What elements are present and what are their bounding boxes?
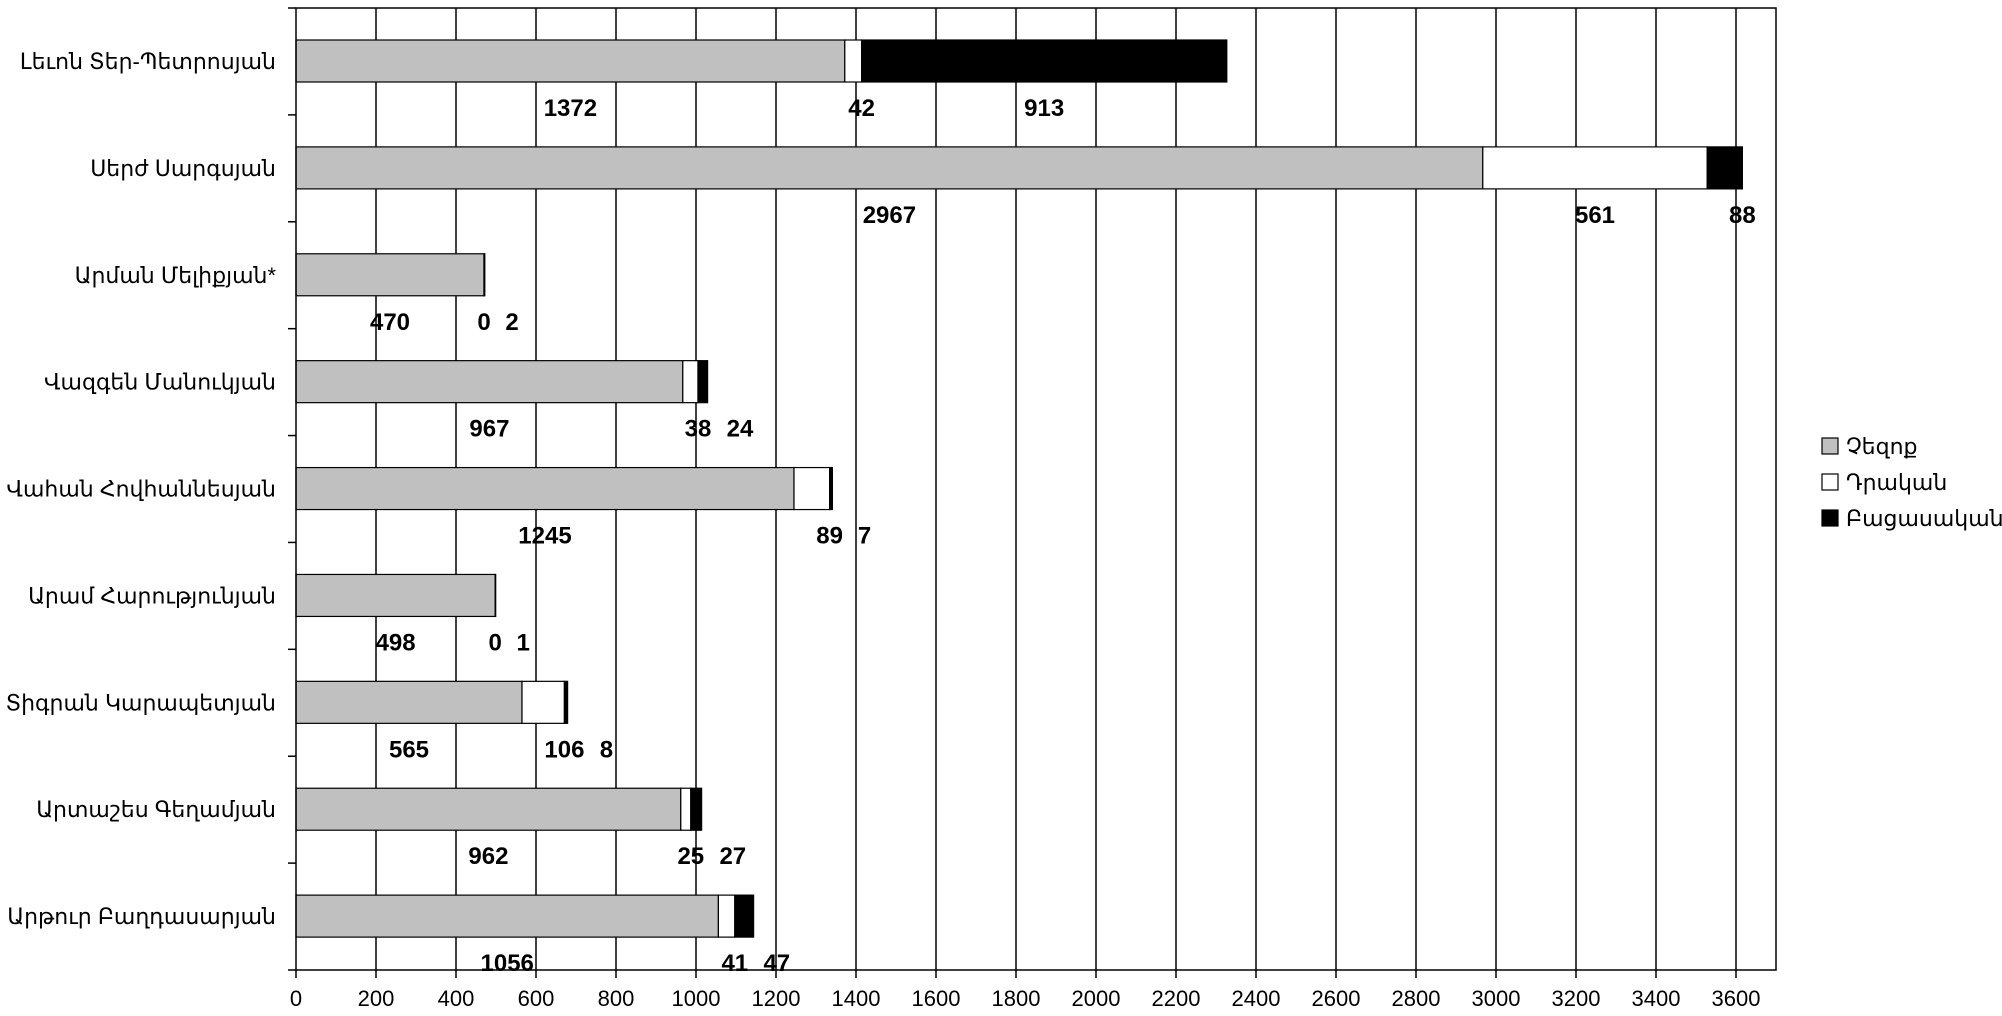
data-label: 38 <box>685 416 712 443</box>
bar-segment <box>295 573 496 618</box>
bar-segment <box>1482 146 1708 190</box>
data-label: 0 <box>477 309 490 336</box>
bar-segment <box>494 573 497 618</box>
bar-segment <box>295 253 485 297</box>
data-label: 470 <box>370 309 410 336</box>
x-tick-label: 2600 <box>1312 986 1361 1011</box>
bar-segment <box>295 787 682 831</box>
data-label: 962 <box>468 843 508 870</box>
data-label: 47 <box>763 950 790 977</box>
x-tick-label: 1600 <box>912 986 961 1011</box>
data-label: 89 <box>816 523 843 550</box>
x-tick-label: 2000 <box>1072 986 1121 1011</box>
data-label: 27 <box>719 843 746 870</box>
data-label: 0 <box>489 629 502 656</box>
data-label: 498 <box>376 629 416 656</box>
bar-segment <box>828 466 833 511</box>
x-tick-label: 3600 <box>1712 986 1761 1011</box>
data-label: 565 <box>389 736 429 763</box>
x-tick-label: 0 <box>290 986 302 1011</box>
data-label: 1372 <box>544 95 597 122</box>
x-tick-label: 1400 <box>832 986 881 1011</box>
data-label: 25 <box>677 843 704 870</box>
bar-segment <box>734 894 755 938</box>
bar-segment <box>295 360 684 404</box>
data-label: 41 <box>721 950 748 977</box>
data-label: 7 <box>858 523 871 550</box>
bar-segment <box>563 680 569 724</box>
x-tick-label: 400 <box>438 986 475 1011</box>
bar-segment <box>844 39 863 83</box>
data-label: 1245 <box>518 523 571 550</box>
bar-segment <box>690 787 703 831</box>
bars-layer <box>295 39 1743 938</box>
data-label: 561 <box>1575 202 1615 229</box>
x-tick-label: 3400 <box>1632 986 1681 1011</box>
data-label: 913 <box>1024 95 1064 122</box>
legend-swatch <box>1821 509 1839 527</box>
category-label: Արման Մելիքյան* <box>75 263 277 288</box>
plot-frame <box>295 7 1777 971</box>
x-tick-label: 1200 <box>752 986 801 1011</box>
x-tick-label: 1800 <box>992 986 1041 1011</box>
axis-layer: 0 200 400 600 800 1000 1200 1400 1600 1800 2000 220… <box>288 7 1777 1011</box>
x-tick-label: 2400 <box>1232 986 1281 1011</box>
bar-segment <box>717 894 736 938</box>
x-tick-label: 600 <box>518 986 555 1011</box>
legend-label: Բացասական <box>1846 506 2002 531</box>
data-label: 2967 <box>863 202 916 229</box>
category-label: Արամ Հարությունյան <box>28 583 276 608</box>
category-label: Տիգրան Կարապետյան <box>6 690 276 715</box>
bar-segment <box>295 894 719 938</box>
bar-segment <box>793 466 831 511</box>
legend-swatch <box>1821 473 1839 491</box>
bar-segment <box>697 360 709 404</box>
x-tick-label: 3200 <box>1552 986 1601 1011</box>
x-tick-label: 200 <box>358 986 395 1011</box>
category-label: Արտաշես Գեղամյան <box>36 797 276 822</box>
category-label: Վազգեն Մանուկյան <box>44 370 276 395</box>
legend-swatch <box>1821 437 1839 455</box>
data-label: 8 <box>600 736 613 763</box>
legend-label: Չեզոք <box>1846 434 1918 459</box>
x-tick-label: 800 <box>598 986 635 1011</box>
data-label: 88 <box>1729 202 1756 229</box>
bar-segment <box>295 39 846 83</box>
bar-segment <box>680 787 692 831</box>
data-label: 967 <box>469 416 509 443</box>
x-tick-label: 1000 <box>672 986 721 1011</box>
bar-segment <box>483 253 486 297</box>
category-label: Լեւոն Տեր-Պետրոսյան <box>20 49 276 74</box>
bar-segment <box>295 466 795 511</box>
bar-segment <box>1706 146 1743 190</box>
labels-layer: Լեւոն Տեր-Պետրոսյան 1372 42 913 Սերժ Սարգսյա… <box>6 49 1756 977</box>
x-tick-label: 2800 <box>1392 986 1441 1011</box>
data-label: 106 <box>544 736 584 763</box>
legend-label: Դրական <box>1846 470 1947 495</box>
x-tick-label: 2200 <box>1152 986 1201 1011</box>
data-label: 24 <box>727 416 754 443</box>
bar-segment <box>860 39 1228 83</box>
data-label: 42 <box>848 95 875 122</box>
legend: Չեզոք Դրական Բացասական <box>1821 434 2002 531</box>
x-tick-label: 3000 <box>1472 986 1521 1011</box>
data-label: 1056 <box>481 950 534 977</box>
category-label: Վահան Հովհաննեսյան <box>6 477 276 502</box>
bar-segment <box>682 360 699 404</box>
bar-segment <box>521 680 566 724</box>
data-label: 2 <box>505 309 518 336</box>
bar-segment <box>295 146 1484 190</box>
bar-segment <box>295 680 523 724</box>
category-label: Սերժ Սարգսյան <box>90 156 276 181</box>
category-label: Արթուր Բաղդասարյան <box>7 904 276 929</box>
data-label: 1 <box>517 629 530 656</box>
